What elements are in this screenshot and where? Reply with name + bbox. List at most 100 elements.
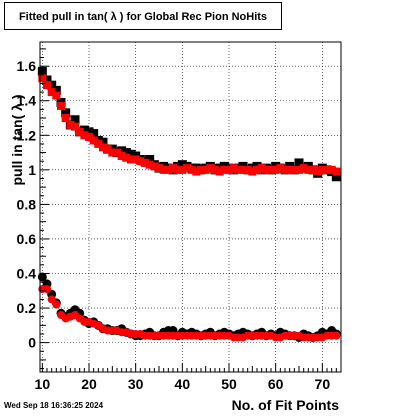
y-axis-label: pull in tan( λ ) (9, 95, 25, 186)
data-point (145, 160, 154, 169)
y-tick-label: 0 (28, 335, 36, 351)
data-point (121, 148, 131, 158)
data-point (192, 167, 201, 176)
data-point (295, 165, 303, 174)
data-point (318, 165, 327, 174)
data-point (57, 101, 65, 110)
series-group (37, 66, 341, 342)
grid (40, 42, 341, 372)
data-point (89, 129, 99, 139)
data-point (51, 85, 61, 95)
data-point (43, 81, 51, 90)
y-tick-label: 0.8 (17, 196, 37, 212)
data-point (99, 143, 107, 152)
data-point (197, 165, 205, 174)
data-point (61, 108, 71, 118)
data-point (127, 155, 135, 164)
data-point (89, 136, 98, 145)
data-point (294, 158, 304, 168)
data-point (94, 139, 103, 148)
x-tick-label: 10 (35, 376, 51, 392)
data-point (85, 133, 93, 142)
data-point (79, 125, 89, 135)
data-point (211, 165, 219, 174)
data-point (248, 167, 257, 176)
data-point (234, 165, 243, 174)
chart-title-box: Fitted pull in tan( λ ) for Global Rec P… (4, 2, 282, 30)
data-point (122, 153, 131, 162)
data-point (257, 164, 266, 173)
data-point (253, 165, 261, 174)
series-3 (38, 285, 341, 342)
series-1 (38, 74, 341, 176)
data-point (331, 172, 341, 182)
data-point (42, 75, 52, 85)
data-point (37, 66, 47, 76)
footer-timestamp: Wed Sep 18 16:36:25 2024 (4, 401, 104, 410)
data-point (126, 149, 136, 159)
data-point (183, 164, 191, 173)
data-point (52, 300, 61, 309)
x-tick-label: 20 (81, 376, 97, 392)
data-point (136, 157, 145, 166)
data-point (281, 165, 289, 174)
data-point (61, 114, 70, 123)
data-point (262, 165, 271, 174)
plot-frame (40, 42, 341, 372)
data-point (173, 165, 182, 174)
data-point (103, 145, 112, 154)
x-tick-label: 50 (221, 376, 237, 392)
data-point (43, 285, 51, 294)
data-point (47, 88, 56, 97)
y-tick-label: 0.2 (17, 300, 37, 316)
data-point (145, 154, 155, 164)
data-point (332, 331, 341, 340)
chart-title: Fitted pull in tan( λ ) for Global Rec P… (18, 11, 268, 23)
data-point (323, 165, 331, 174)
plot-border (39, 41, 342, 373)
data-point (80, 131, 89, 140)
data-point (84, 127, 94, 137)
x-tick-label: 70 (315, 376, 331, 392)
x-tick-label: 40 (175, 376, 191, 392)
data-point (271, 165, 280, 174)
data-point (117, 152, 126, 161)
data-point (276, 164, 285, 173)
data-point (159, 165, 168, 174)
data-point (66, 120, 75, 129)
data-point (313, 167, 322, 176)
data-point (131, 155, 140, 164)
y-tick-label: 0.4 (17, 266, 37, 282)
data-point (229, 164, 238, 173)
y-tick-label: 0.6 (17, 231, 37, 247)
y-tick-label: 1.4 (17, 93, 37, 109)
y-tick-label: 1.2 (17, 127, 37, 143)
x-axis-label: No. of Fit Points (232, 397, 340, 413)
data-point (47, 295, 56, 304)
data-point (304, 165, 313, 174)
data-point (243, 165, 252, 174)
x-tick-label: 60 (268, 376, 284, 392)
y-tick-label: 1.6 (17, 58, 37, 74)
data-point (332, 167, 341, 176)
data-point (155, 164, 163, 173)
data-point (38, 74, 47, 83)
data-point (47, 80, 57, 90)
data-point (70, 115, 80, 125)
data-point (225, 165, 233, 174)
data-point (177, 160, 187, 170)
ticks-group: 10 20 30 40 50 60 70 0 0.2 0.4 0.6 0.8 1 1.2 1.4 1.6 (17, 48, 337, 392)
data-point (178, 165, 187, 174)
data-point (206, 164, 215, 173)
data-point (108, 148, 117, 157)
data-point (113, 148, 121, 157)
data-point (150, 162, 159, 171)
data-point (290, 165, 299, 174)
data-point (169, 164, 177, 173)
y-tick-label: 1 (28, 162, 36, 178)
data-point (141, 158, 149, 167)
data-point (52, 91, 61, 100)
data-point (98, 137, 108, 147)
